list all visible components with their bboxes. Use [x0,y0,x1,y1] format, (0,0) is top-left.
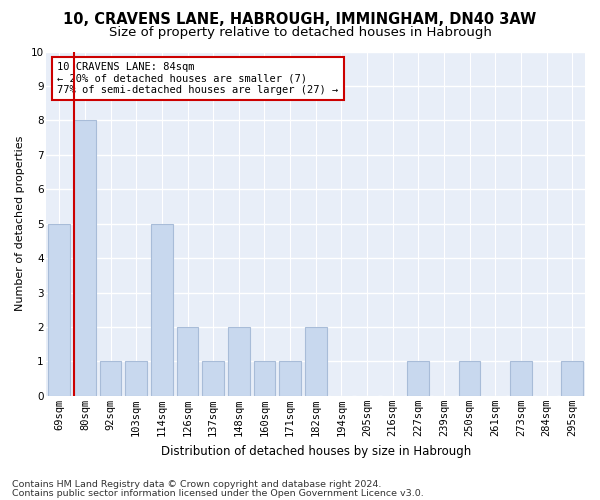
Text: 10 CRAVENS LANE: 84sqm
← 20% of detached houses are smaller (7)
77% of semi-deta: 10 CRAVENS LANE: 84sqm ← 20% of detached… [57,62,338,95]
X-axis label: Distribution of detached houses by size in Habrough: Distribution of detached houses by size … [161,444,471,458]
Y-axis label: Number of detached properties: Number of detached properties [15,136,25,312]
Bar [279,362,301,396]
Bar [305,327,326,396]
Bar [49,224,70,396]
Bar [561,362,583,396]
Text: Contains public sector information licensed under the Open Government Licence v3: Contains public sector information licen… [12,488,424,498]
Bar [228,327,250,396]
Bar [100,362,121,396]
Bar [254,362,275,396]
Bar [407,362,429,396]
Text: 10, CRAVENS LANE, HABROUGH, IMMINGHAM, DN40 3AW: 10, CRAVENS LANE, HABROUGH, IMMINGHAM, D… [64,12,536,28]
Bar [202,362,224,396]
Bar [74,120,96,396]
Bar [151,224,173,396]
Bar [510,362,532,396]
Bar [125,362,147,396]
Bar [176,327,199,396]
Text: Size of property relative to detached houses in Habrough: Size of property relative to detached ho… [109,26,491,39]
Text: Contains HM Land Registry data © Crown copyright and database right 2024.: Contains HM Land Registry data © Crown c… [12,480,382,489]
Bar [458,362,481,396]
